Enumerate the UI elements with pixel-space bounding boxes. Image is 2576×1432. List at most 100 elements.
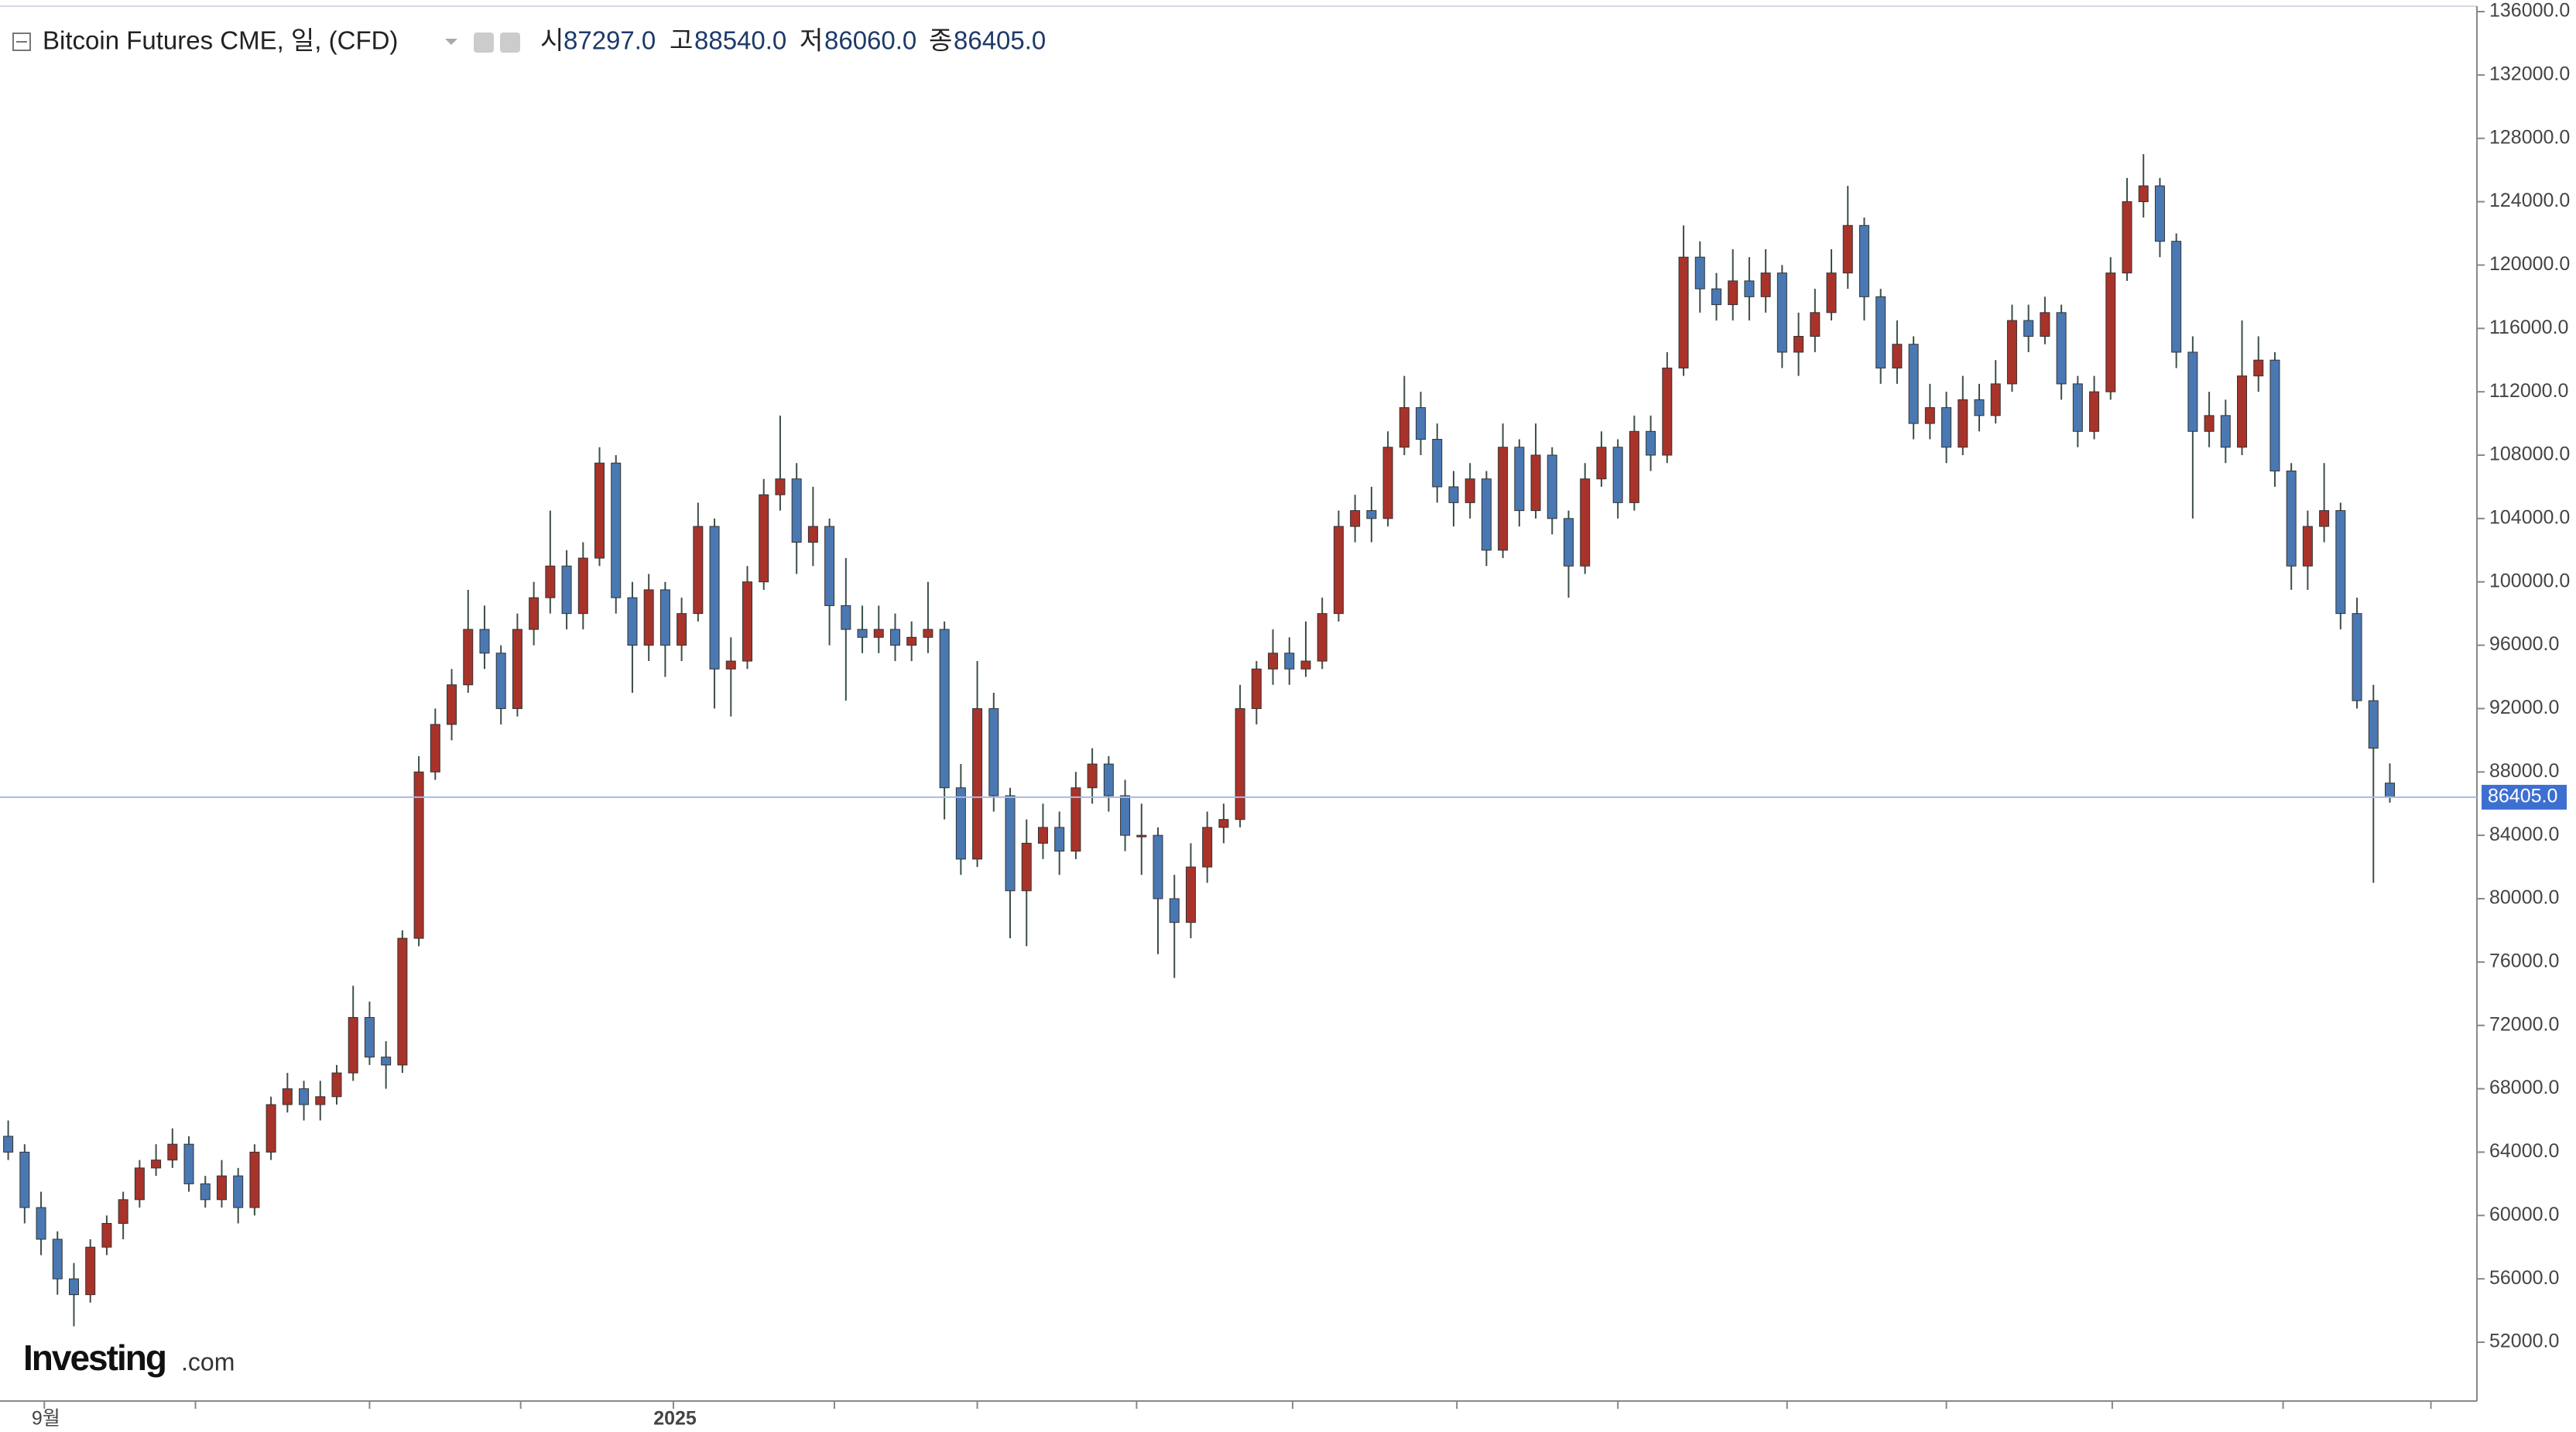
- candle-body: [1612, 447, 1623, 503]
- candle-body: [1399, 407, 1410, 448]
- candle-body: [479, 629, 490, 654]
- candle-body: [1382, 447, 1393, 519]
- candle-body: [1268, 653, 1279, 670]
- candle-body: [2105, 272, 2116, 392]
- candle-body: [2072, 383, 2083, 432]
- candle-body: [2204, 415, 2215, 432]
- candle-body: [2040, 312, 2050, 337]
- candle-body: [611, 462, 622, 598]
- candle-body: [1005, 795, 1016, 892]
- candle-body: [1908, 344, 1919, 424]
- candle-body: [183, 1143, 194, 1184]
- logo-brand: Investing: [23, 1338, 166, 1378]
- candle-body: [1481, 478, 1492, 551]
- y-tick-label: 100000.0: [2489, 570, 2570, 591]
- candle-body: [2368, 700, 2379, 749]
- y-tick-label: 104000.0: [2489, 506, 2570, 528]
- candle-body: [1958, 399, 1968, 448]
- candle-body: [1892, 344, 1903, 368]
- candle-body: [463, 629, 474, 686]
- close-value: 86405.0: [954, 26, 1046, 55]
- y-tick-label: 88000.0: [2489, 760, 2559, 782]
- candle-body: [1251, 668, 1262, 709]
- dropdown-arrow[interactable]: [445, 39, 457, 45]
- open-value: 87297.0: [564, 26, 656, 55]
- candle-body: [36, 1207, 46, 1240]
- candle-body: [577, 557, 588, 615]
- candle-body: [2286, 470, 2297, 567]
- candle-body: [988, 707, 999, 797]
- candle-body: [824, 526, 835, 606]
- candle-body: [742, 581, 752, 662]
- candle-body: [348, 1016, 358, 1074]
- candle-body: [1990, 383, 2001, 416]
- y-tick-label: 132000.0: [2489, 63, 2570, 84]
- candle-body: [873, 629, 884, 638]
- y-tick-label: 136000.0: [2489, 0, 2570, 22]
- candle-body: [200, 1183, 211, 1201]
- candle-body: [52, 1238, 63, 1280]
- candle-body: [791, 478, 802, 543]
- candle-body: [265, 1104, 276, 1153]
- candle-body: [2253, 359, 2264, 377]
- candle-body: [1021, 842, 1032, 892]
- candle-body: [529, 597, 540, 630]
- candle-body: [68, 1278, 79, 1296]
- low-label: 저: [800, 26, 823, 55]
- candle-body: [643, 589, 654, 646]
- candle-body: [2187, 351, 2198, 432]
- y-tick-label: 84000.0: [2489, 824, 2559, 845]
- candle-body: [364, 1016, 375, 1058]
- candle-body: [709, 526, 720, 670]
- candle-body: [249, 1151, 260, 1208]
- candle-body: [282, 1088, 293, 1105]
- last-price-box: [2482, 784, 2567, 810]
- candle-body: [1087, 763, 1098, 789]
- candle-body: [1218, 819, 1229, 828]
- y-tick-label: 124000.0: [2489, 190, 2570, 211]
- candle-body: [512, 629, 522, 709]
- candle-body: [430, 724, 440, 773]
- candle-body: [134, 1167, 145, 1201]
- candle-body: [1678, 256, 1689, 368]
- candle-body: [1103, 763, 1114, 797]
- candle-body: [1514, 447, 1525, 512]
- candle-body: [1054, 827, 1065, 852]
- candle-body: [1793, 336, 1804, 353]
- candle-body: [1284, 653, 1295, 670]
- low-value: 86060.0: [824, 26, 916, 55]
- settings-icon[interactable]: [500, 33, 520, 53]
- settings-icon[interactable]: [474, 33, 494, 53]
- candle-body: [233, 1175, 244, 1208]
- y-tick-label: 64000.0: [2489, 1140, 2559, 1162]
- collapse-icon[interactable]: [12, 33, 31, 51]
- candle-body: [1564, 518, 1574, 567]
- candle-body: [1185, 866, 1196, 923]
- candle-body: [923, 629, 933, 638]
- candle-body: [889, 629, 900, 646]
- y-tick-label: 72000.0: [2489, 1013, 2559, 1035]
- x-tick-label: 2025: [653, 1408, 697, 1430]
- candle-body: [1547, 454, 1557, 519]
- y-tick-label: 60000.0: [2489, 1204, 2559, 1225]
- candle-body: [561, 565, 572, 615]
- candle-body: [1694, 256, 1705, 289]
- candle-body: [1432, 439, 1443, 488]
- candle-body: [775, 478, 786, 495]
- candle-body: [2138, 185, 2149, 203]
- candle-body: [1350, 510, 1361, 527]
- candle-body: [167, 1143, 178, 1161]
- candle-body: [2335, 510, 2346, 615]
- candle-body: [1580, 478, 1591, 567]
- candle-body: [627, 597, 638, 646]
- candle-body: [1136, 834, 1147, 838]
- candle-body: [381, 1057, 392, 1066]
- last-price-label: 86405.0: [2488, 786, 2557, 807]
- candle-body: [807, 526, 818, 543]
- close-label: 종: [929, 26, 952, 55]
- y-tick-label: 52000.0: [2489, 1331, 2559, 1352]
- candle-body: [1169, 898, 1180, 923]
- candle-body: [1842, 224, 1853, 274]
- candle-body: [759, 494, 769, 583]
